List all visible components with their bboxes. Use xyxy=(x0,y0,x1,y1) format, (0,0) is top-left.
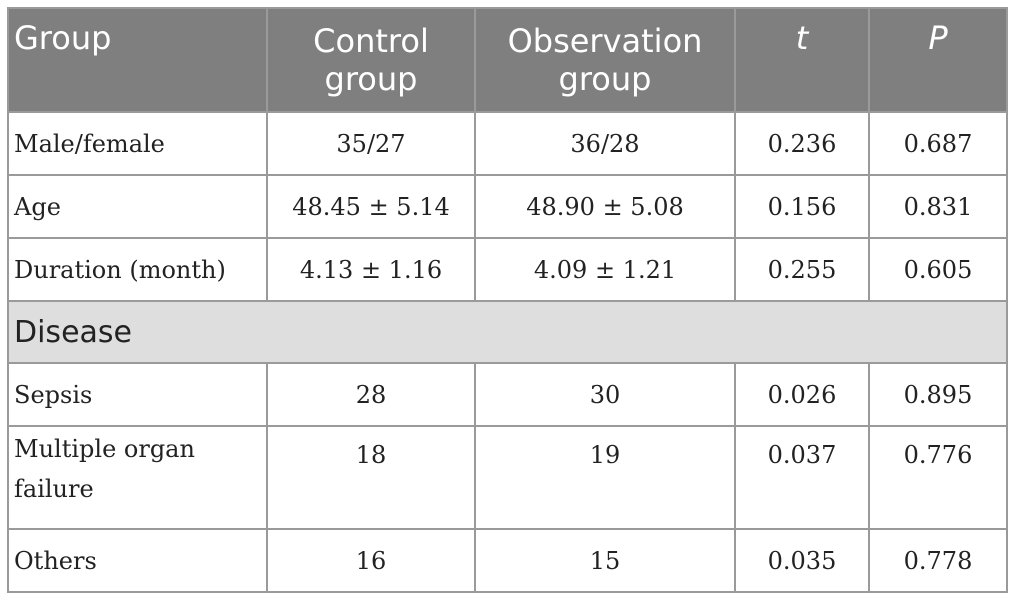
header-control-group: Control group xyxy=(266,7,476,113)
observation-value: 36/28 xyxy=(474,111,736,176)
t-value: 0.255 xyxy=(734,237,870,302)
control-value: 35/27 xyxy=(266,111,476,176)
row-label: Male/female xyxy=(7,111,268,176)
p-value: 0.831 xyxy=(868,174,1008,239)
table-row: Male/female 35/27 36/28 0.236 0.687 xyxy=(7,111,1008,176)
table-body: Male/female 35/27 36/28 0.236 0.687 Age … xyxy=(7,111,1008,593)
table-row: Duration (month) 4.13 ± 1.16 4.09 ± 1.21… xyxy=(7,237,1008,302)
p-value: 0.605 xyxy=(868,237,1008,302)
p-value: 0.687 xyxy=(868,111,1008,176)
row-label: Duration (month) xyxy=(7,237,268,302)
observation-value: 4.09 ± 1.21 xyxy=(474,237,736,302)
t-value: 0.037 xyxy=(734,425,870,530)
control-value: 16 xyxy=(266,528,476,593)
header-p: P xyxy=(868,7,1008,113)
header-observation-group: Observation group xyxy=(474,7,736,113)
row-label: Age xyxy=(7,174,268,239)
control-value: 28 xyxy=(266,362,476,427)
header-t: t xyxy=(734,7,870,113)
header-row: Group Control group Observation group t … xyxy=(7,7,1008,113)
t-value: 0.236 xyxy=(734,111,870,176)
control-value: 48.45 ± 5.14 xyxy=(266,174,476,239)
row-label: Multiple organ failure xyxy=(7,425,268,530)
table-header: Group Control group Observation group t … xyxy=(7,7,1008,113)
data-table-container: Group Control group Observation group t … xyxy=(7,7,1008,593)
row-label: Sepsis xyxy=(7,362,268,427)
table-row: Age 48.45 ± 5.14 48.90 ± 5.08 0.156 0.83… xyxy=(7,174,1008,239)
observation-value: 15 xyxy=(474,528,736,593)
observation-value: 30 xyxy=(474,362,736,427)
row-label: Others xyxy=(7,528,268,593)
table-row: Others 16 15 0.035 0.778 xyxy=(7,528,1008,593)
table-row: Multiple organ failure 18 19 0.037 0.776 xyxy=(7,425,1008,530)
section-row: Disease xyxy=(7,300,1008,364)
p-value: 0.778 xyxy=(868,528,1008,593)
observation-value: 19 xyxy=(474,425,736,530)
control-value: 4.13 ± 1.16 xyxy=(266,237,476,302)
t-value: 0.035 xyxy=(734,528,870,593)
header-group: Group xyxy=(7,7,268,113)
data-table: Group Control group Observation group t … xyxy=(7,7,1008,593)
t-value: 0.026 xyxy=(734,362,870,427)
p-value: 0.895 xyxy=(868,362,1008,427)
control-value: 18 xyxy=(266,425,476,530)
table-row: Sepsis 28 30 0.026 0.895 xyxy=(7,362,1008,427)
observation-value: 48.90 ± 5.08 xyxy=(474,174,736,239)
section-label-disease: Disease xyxy=(7,300,1008,364)
p-value: 0.776 xyxy=(868,425,1008,530)
t-value: 0.156 xyxy=(734,174,870,239)
